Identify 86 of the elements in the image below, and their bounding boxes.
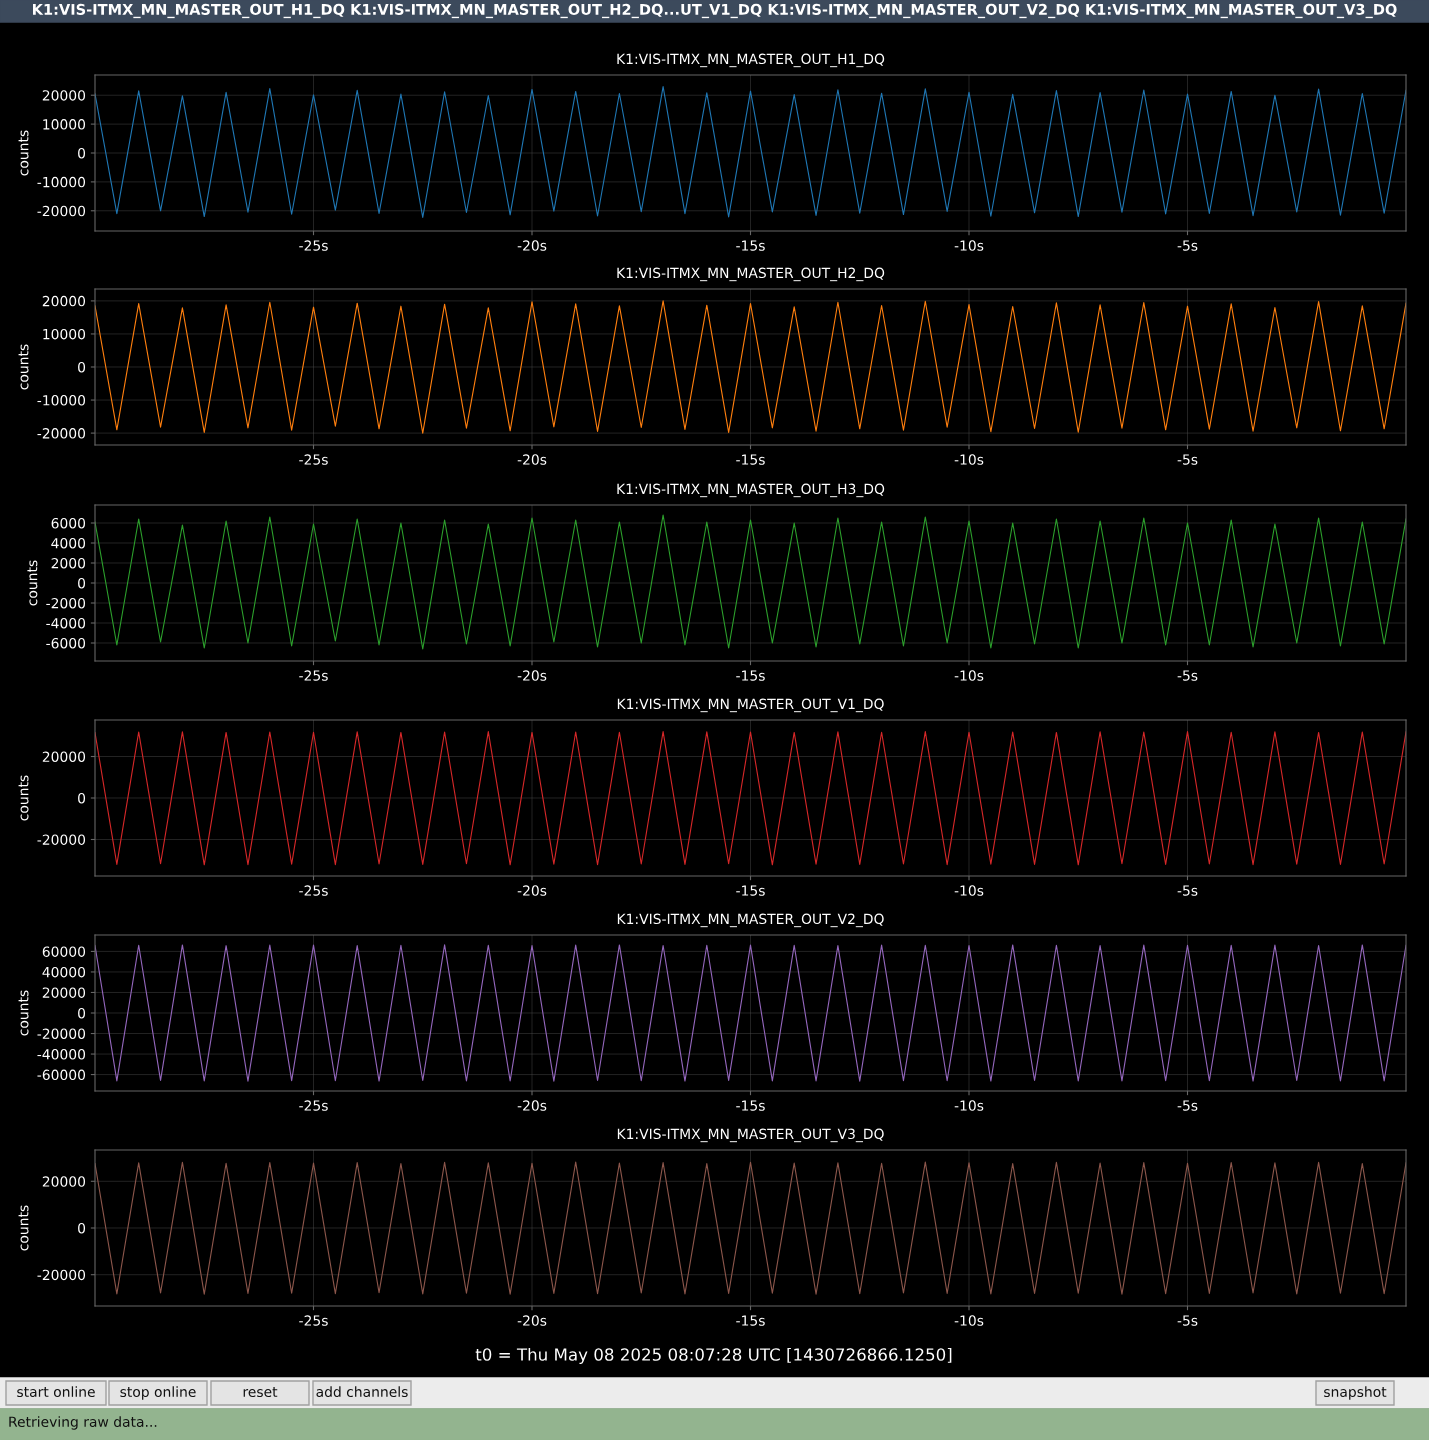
text: reset <box>243 1387 278 1398</box>
y-tick-label: 20000 <box>42 1176 86 1187</box>
text: t0 = Thu May 08 2025 08:07:28 UTC [1430726866.1250] <box>475 1347 952 1365</box>
y-tick-label: 0 <box>78 1222 86 1234</box>
y-tick-label: -6000 <box>46 637 86 649</box>
y-tick-label: -20000 <box>37 1269 86 1281</box>
chart-title: K1:VIS-ITMX_MN_MASTER_OUT_V2_DQ <box>617 913 884 928</box>
y-tick-label: 20000 <box>42 295 86 307</box>
x-tick-label: -25s <box>299 670 328 681</box>
y-tick-label: 10000 <box>43 119 86 130</box>
x-tick-label: -15s <box>736 1315 765 1326</box>
x-tick-label: -5s <box>1177 1100 1198 1111</box>
y-tick-label: -10000 <box>37 176 86 188</box>
x-tick-label: -25s <box>299 1315 328 1326</box>
x-tick-label: -20s <box>517 670 547 681</box>
chart-title: K1:VIS-ITMX_MN_MASTER_OUT_H3_DQ <box>617 483 885 498</box>
y-tick-label: -20000 <box>37 834 86 845</box>
y-axis-title: counts <box>18 990 29 1036</box>
x-tick-label: -20s <box>517 454 547 465</box>
x-tick-label: -10s <box>954 454 984 465</box>
x-tick-label: -5s <box>1177 454 1198 465</box>
text: Retrieving raw data... <box>9 1416 157 1430</box>
x-tick-label: -10s <box>954 1100 984 1111</box>
y-tick-label: -40000 <box>37 1049 86 1060</box>
y-tick-label: 0 <box>78 1007 86 1019</box>
x-tick-label: -10s <box>954 240 984 251</box>
y-tick-label: 0 <box>78 792 86 804</box>
y-tick-label: -60000 <box>37 1069 86 1081</box>
y-axis-title: counts <box>18 344 29 390</box>
y-tick-label: 20000 <box>42 90 86 101</box>
y-tick-label: 6000 <box>51 517 86 529</box>
x-tick-label: -20s <box>517 1100 547 1111</box>
x-tick-label: -15s <box>736 885 765 896</box>
y-tick-label: 0 <box>78 147 86 159</box>
y-axis-title: counts <box>18 1205 29 1251</box>
text: stop online <box>120 1386 196 1400</box>
y-tick-label: -2000 <box>46 597 86 609</box>
y-tick-label: -20000 <box>37 428 86 439</box>
x-tick-label: -20s <box>517 240 547 251</box>
y-axis-title: counts <box>18 775 29 821</box>
chart-title: K1:VIS-ITMX_MN_MASTER_OUT_H1_DQ <box>617 53 885 68</box>
y-tick-label: 4000 <box>51 537 86 549</box>
x-tick-label: -25s <box>299 240 328 251</box>
x-tick-label: -25s <box>299 454 328 465</box>
y-axis-title: counts <box>27 560 38 606</box>
line-series <box>95 300 1406 434</box>
y-tick-label: 2000 <box>51 557 86 569</box>
y-tick-label: 40000 <box>42 966 86 978</box>
y-tick-label: -10000 <box>37 395 86 406</box>
x-tick-label: -5s <box>1177 240 1198 251</box>
x-tick-label: -5s <box>1177 885 1198 896</box>
y-tick-label: 0 <box>78 577 86 589</box>
line-series <box>95 514 1406 650</box>
y-tick-label: 20000 <box>42 987 86 998</box>
x-tick-label: -10s <box>954 1315 984 1326</box>
line-series <box>95 731 1406 866</box>
x-tick-label: -25s <box>299 885 328 896</box>
x-tick-label: -5s <box>1177 1315 1198 1326</box>
line-series <box>95 86 1406 218</box>
text: snapshot <box>1324 1386 1387 1400</box>
x-tick-label: -10s <box>954 670 984 681</box>
y-tick-label: 10000 <box>43 328 86 340</box>
text: start online <box>17 1386 95 1398</box>
x-tick-label: -5s <box>1177 670 1198 681</box>
x-tick-label: -20s <box>517 1315 547 1326</box>
y-axis-title: counts <box>18 130 29 176</box>
text: K1:VIS-ITMX_MN_MASTER_OUT_H1_DQ K1:VIS-ITMX_MN_MASTER_OUT_H2_DQ...UT_V1_DQ K1:VIS-ITMX_MN_MASTER_OUT_V2_DQ K1:VIS-ITMX_MN_MASTER_OUT_V3_DQ <box>33 3 1397 19</box>
x-tick-label: -15s <box>736 240 765 251</box>
chart-title: K1:VIS-ITMX_MN_MASTER_OUT_V3_DQ <box>617 1128 884 1143</box>
x-tick-label: -15s <box>736 454 765 465</box>
x-tick-label: -15s <box>736 1100 765 1111</box>
x-tick-label: -20s <box>517 885 547 896</box>
y-tick-label: -20000 <box>37 205 86 217</box>
text: add channels <box>316 1386 408 1398</box>
line-series <box>95 944 1406 1082</box>
y-tick-label: 60000 <box>42 946 86 957</box>
chart-title: K1:VIS-ITMX_MN_MASTER_OUT_V1_DQ <box>617 698 884 713</box>
line-series <box>95 1161 1406 1295</box>
y-tick-label: -4000 <box>46 617 86 629</box>
y-tick-label: -20000 <box>37 1028 86 1039</box>
y-tick-label: 20000 <box>42 751 86 762</box>
x-tick-label: -15s <box>736 670 765 681</box>
x-tick-label: -10s <box>954 885 984 896</box>
chart-title: K1:VIS-ITMX_MN_MASTER_OUT_H2_DQ <box>617 267 885 282</box>
y-tick-label: 0 <box>78 361 86 373</box>
x-tick-label: -25s <box>299 1100 328 1111</box>
